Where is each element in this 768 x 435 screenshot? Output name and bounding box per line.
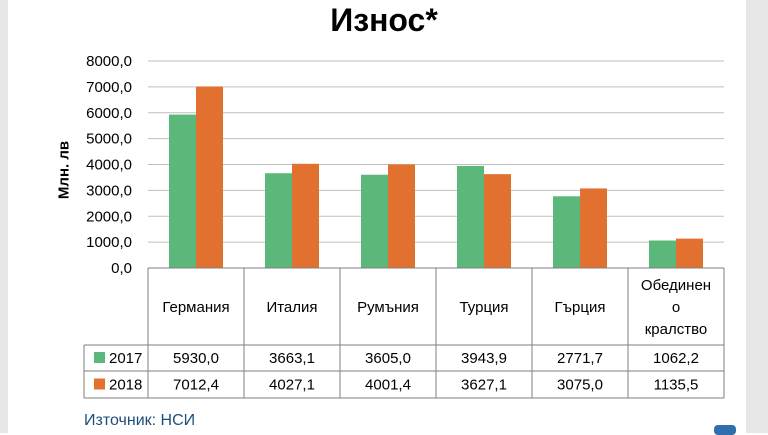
y-tick-label: 3000,0 xyxy=(86,182,132,199)
legend-key-2017 xyxy=(94,352,105,363)
y-tick-label: 2000,0 xyxy=(86,208,132,225)
bar-2017-5 xyxy=(553,196,580,268)
legend-key-2018 xyxy=(94,378,105,390)
bar-2017-4 xyxy=(457,165,484,268)
category-label: Италия xyxy=(266,299,317,316)
category-label-line: о xyxy=(672,299,680,316)
y-tick-label: 4000,0 xyxy=(86,157,132,174)
y-tick-label: 6000,0 xyxy=(86,105,132,122)
bar-2017-2 xyxy=(265,173,292,268)
bar-2017-1 xyxy=(169,114,196,268)
category-label: Турция xyxy=(459,299,508,316)
y-tick-label: 8000,0 xyxy=(86,53,132,70)
bar-2018-2 xyxy=(292,163,319,268)
legend-label: 2018 xyxy=(109,377,142,394)
data-cell: 3627,1 xyxy=(461,377,507,394)
category-label-line: кралство xyxy=(645,321,708,338)
bar-2018-6 xyxy=(676,238,703,268)
category-label: Румъния xyxy=(357,299,419,316)
data-cell: 3663,1 xyxy=(269,350,315,367)
data-cell: 4027,1 xyxy=(269,377,315,394)
data-cell: 1135,5 xyxy=(654,377,699,394)
data-cell: 3605,0 xyxy=(365,350,411,367)
bar-2018-5 xyxy=(580,188,607,268)
y-tick-label: 1000,0 xyxy=(86,234,132,251)
category-label: Гърция xyxy=(555,299,606,316)
left-edge-bar xyxy=(0,0,8,433)
y-tick-label: 5000,0 xyxy=(86,131,132,148)
data-cell: 3943,9 xyxy=(461,350,507,367)
data-cell: 5930,0 xyxy=(173,350,219,367)
data-cell: 4001,4 xyxy=(365,377,411,394)
bar-2018-3 xyxy=(388,164,415,268)
bar-2018-4 xyxy=(484,174,511,268)
category-label-line: Обединен xyxy=(641,277,711,294)
data-cell: 2771,7 xyxy=(557,350,603,367)
corner-decoration xyxy=(714,425,736,435)
y-tick-label: 0,0 xyxy=(111,260,132,277)
legend-label: 2017 xyxy=(109,350,142,367)
bar-2017-3 xyxy=(361,174,388,268)
data-cell: 7012,4 xyxy=(173,377,219,394)
right-edge-bar xyxy=(746,0,768,433)
source-note: Източник: НСИ xyxy=(84,412,196,429)
category-label: Германия xyxy=(162,299,229,316)
chart-title: Износ* xyxy=(330,2,438,38)
y-tick-label: 7000,0 xyxy=(86,79,132,96)
bar-2017-6 xyxy=(649,240,676,268)
data-cell: 3075,0 xyxy=(557,377,603,394)
bar-2018-1 xyxy=(196,86,223,268)
data-cell: 1062,2 xyxy=(653,350,699,367)
